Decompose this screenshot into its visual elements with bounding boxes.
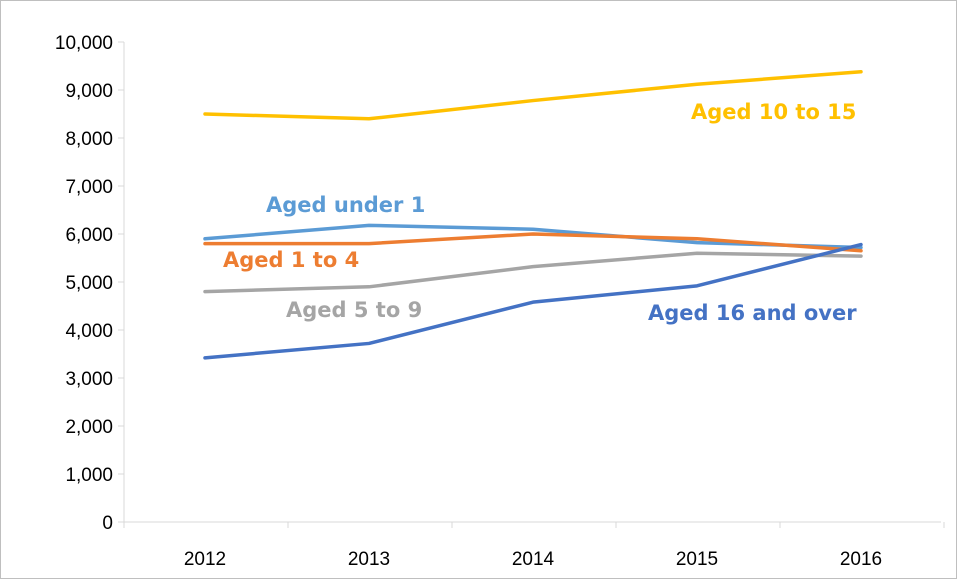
y-tick-label-10000: 10,000 xyxy=(55,33,113,54)
series-line-aged-1-to-4 xyxy=(203,232,863,253)
x-axis-tick-labels: 2012 2013 2014 2015 2016 xyxy=(184,549,882,570)
y-tick-label-0: 0 xyxy=(102,513,113,534)
y-tick-label-8000: 8,000 xyxy=(65,129,113,150)
series-labels: Aged 10 to 15 Aged under 1 Aged 1 to 4 Aged… xyxy=(223,100,857,325)
x-tick-label-2016: 2016 xyxy=(840,549,882,570)
y-tick-label-9000: 9,000 xyxy=(65,81,113,102)
x-tick-label-2014: 2014 xyxy=(512,549,555,570)
y-tick-label-1000: 1,000 xyxy=(65,465,113,486)
series-label-aged-under-1: Aged under 1 xyxy=(266,193,425,217)
y-tick-label-4000: 4,000 xyxy=(65,321,113,342)
series-line-aged-5-to-9 xyxy=(203,251,863,294)
axes xyxy=(118,41,945,528)
y-tick-label-7000: 7,000 xyxy=(65,177,113,198)
series-line-aged-16-and-over xyxy=(203,242,863,360)
series-label-aged-16-and-over: Aged 16 and over xyxy=(648,301,857,325)
y-tick-label-3000: 3,000 xyxy=(65,369,113,390)
x-tick-label-2015: 2015 xyxy=(676,549,718,570)
series-line-aged-10-to-15 xyxy=(203,70,863,121)
x-tick-label-2012: 2012 xyxy=(184,549,226,570)
series-label-aged-1-to-4: Aged 1 to 4 xyxy=(223,248,359,272)
y-axis-tick-labels: 0 1,000 2,000 3,000 4,000 5,000 6,000 7,000 8,00… xyxy=(55,33,113,534)
y-tick-label-2000: 2,000 xyxy=(65,417,113,438)
series-lines xyxy=(203,70,863,360)
y-tick-label-6000: 6,000 xyxy=(65,225,113,246)
series-label-aged-10-to-15: Aged 10 to 15 xyxy=(691,100,856,124)
series-label-aged-5-to-9: Aged 5 to 9 xyxy=(286,298,422,322)
y-tick-label-5000: 5,000 xyxy=(65,273,113,294)
x-tick-label-2013: 2013 xyxy=(348,549,390,570)
